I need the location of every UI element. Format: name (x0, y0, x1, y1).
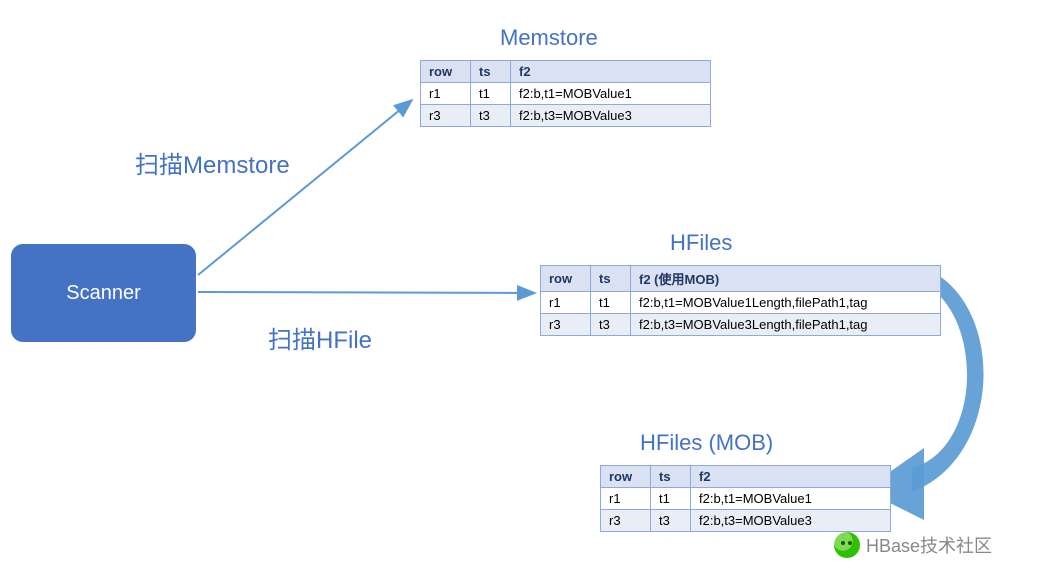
col-header: ts (591, 266, 631, 292)
memstore-table: row ts f2 r1 t1 f2:b,t1=MOBValue1 r3 t3 … (420, 60, 711, 127)
watermark: HBase技术社区 (834, 532, 992, 558)
cell: f2:b,t3=MOBValue3 (511, 105, 711, 127)
scanner-label: Scanner (66, 282, 141, 305)
table-row: r3 t3 f2:b,t3=MOBValue3 (601, 510, 891, 532)
edge-label-hfile: 扫描HFile (268, 320, 372, 355)
cell: r3 (541, 314, 591, 336)
table-row: r1 t1 f2:b,t1=MOBValue1 (601, 488, 891, 510)
cell: t1 (651, 488, 691, 510)
cell: f2:b,t3=MOBValue3 (691, 510, 891, 532)
table-row: r1 t1 f2:b,t1=MOBValue1Length,filePath1,… (541, 292, 941, 314)
cell: t1 (591, 292, 631, 314)
edge-to-memstore (198, 100, 412, 275)
hfiles-table: row ts f2 (使用MOB) r1 t1 f2:b,t1=MOBValue… (540, 265, 941, 336)
edge-to-hfile (198, 292, 535, 293)
table-row: r3 t3 f2:b,t3=MOBValue3 (421, 105, 711, 127)
edge-label-memstore: 扫描Memstore (135, 145, 290, 180)
cell: t3 (651, 510, 691, 532)
col-header: row (421, 61, 471, 83)
cell: r1 (421, 83, 471, 105)
wechat-icon (834, 532, 860, 558)
hfiles-mob-table: row ts f2 r1 t1 f2:b,t1=MOBValue1 r3 t3 … (600, 465, 891, 532)
col-header: ts (651, 466, 691, 488)
scanner-node: Scanner (11, 244, 196, 342)
cell: t1 (471, 83, 511, 105)
col-header: f2 (使用MOB) (631, 266, 941, 292)
hfiles-mob-title: HFiles (MOB) (640, 430, 773, 456)
cell: f2:b,t1=MOBValue1 (691, 488, 891, 510)
cell: r1 (601, 488, 651, 510)
watermark-text: HBase技术社区 (866, 532, 992, 558)
col-header: f2 (511, 61, 711, 83)
cell: t3 (591, 314, 631, 336)
memstore-title: Memstore (500, 25, 598, 51)
cell: f2:b,t1=MOBValue1 (511, 83, 711, 105)
hfiles-title: HFiles (670, 230, 732, 256)
cell: f2:b,t1=MOBValue1Length,filePath1,tag (631, 292, 941, 314)
cell: t3 (471, 105, 511, 127)
col-header: ts (471, 61, 511, 83)
cell: r3 (601, 510, 651, 532)
table-row: r3 t3 f2:b,t3=MOBValue3Length,filePath1,… (541, 314, 941, 336)
col-header: row (601, 466, 651, 488)
cell: f2:b,t3=MOBValue3Length,filePath1,tag (631, 314, 941, 336)
cell: r3 (421, 105, 471, 127)
cell: r1 (541, 292, 591, 314)
col-header: f2 (691, 466, 891, 488)
table-row: r1 t1 f2:b,t1=MOBValue1 (421, 83, 711, 105)
col-header: row (541, 266, 591, 292)
